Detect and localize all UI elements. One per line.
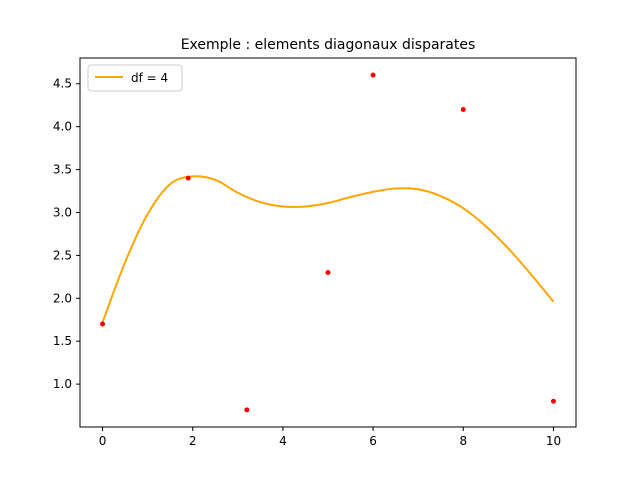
y-tick-label: 3.0 xyxy=(53,205,72,219)
y-tick-label: 2.0 xyxy=(53,291,72,305)
x-tick-label: 2 xyxy=(189,434,197,448)
data-point xyxy=(100,321,106,327)
data-point xyxy=(370,72,376,78)
data-point xyxy=(550,398,556,404)
data-point xyxy=(325,270,331,276)
y-tick-label: 4.0 xyxy=(53,120,72,134)
y-tick-label: 1.0 xyxy=(53,377,72,391)
y-tick-label: 4.5 xyxy=(53,77,72,91)
series-lines xyxy=(101,175,555,323)
data-points xyxy=(100,72,556,413)
legend-box xyxy=(87,64,183,92)
y-tick-label: 3.5 xyxy=(53,163,72,177)
legend-label: df = 4 xyxy=(131,71,168,85)
axes: 0 2 4 6 8 10 1.0 1.5 2.0 2.5 3.0 3.5 4.0 4.5 xyxy=(53,57,577,448)
y-tick-label: 2.5 xyxy=(53,248,72,262)
plot-frame xyxy=(79,57,577,428)
x-tick-label: 8 xyxy=(459,434,467,448)
data-point xyxy=(185,175,191,181)
chart-title: Exemple : elements diagonaux disparates xyxy=(181,37,476,53)
y-tick-label: 1.5 xyxy=(53,334,72,348)
x-tick-label: 10 xyxy=(546,434,561,448)
data-point xyxy=(460,106,466,112)
x-tick-label: 6 xyxy=(369,434,377,448)
data-point xyxy=(244,407,250,413)
legend: df = 4 xyxy=(87,64,183,92)
x-tick-label: 4 xyxy=(279,434,287,448)
series-line-df-4 xyxy=(101,175,555,323)
x-tick-label: 0 xyxy=(99,434,107,448)
